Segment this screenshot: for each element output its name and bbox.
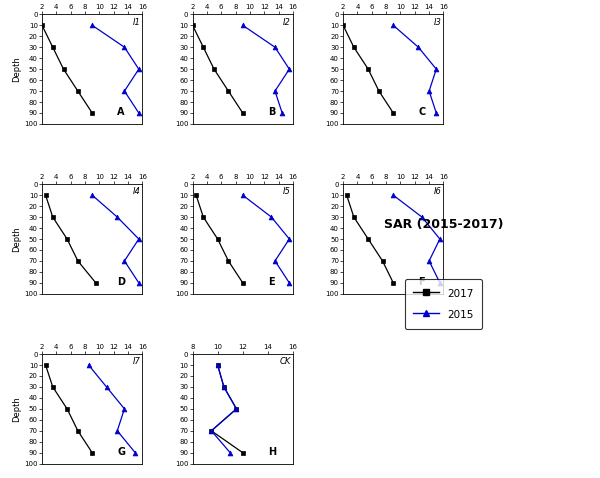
Text: A: A [117,108,125,118]
Text: D: D [117,277,125,287]
Text: I2: I2 [283,18,291,27]
Text: C: C [418,108,425,118]
Text: B: B [268,108,275,118]
Text: I3: I3 [434,18,442,27]
Text: I6: I6 [434,187,442,196]
Text: F: F [418,277,425,287]
Y-axis label: Depth: Depth [13,226,22,252]
Text: E: E [268,277,274,287]
Text: I7: I7 [133,358,140,366]
Text: G: G [117,447,125,457]
Y-axis label: Depth: Depth [13,56,22,82]
Text: I1: I1 [133,18,140,27]
Text: H: H [268,447,276,457]
Text: I5: I5 [283,187,291,196]
Text: CK: CK [280,358,291,366]
Text: SAR (2015-2017): SAR (2015-2017) [384,218,503,231]
Legend: 2017, 2015: 2017, 2015 [405,279,482,329]
Text: I4: I4 [133,187,140,196]
Y-axis label: Depth: Depth [13,396,22,422]
